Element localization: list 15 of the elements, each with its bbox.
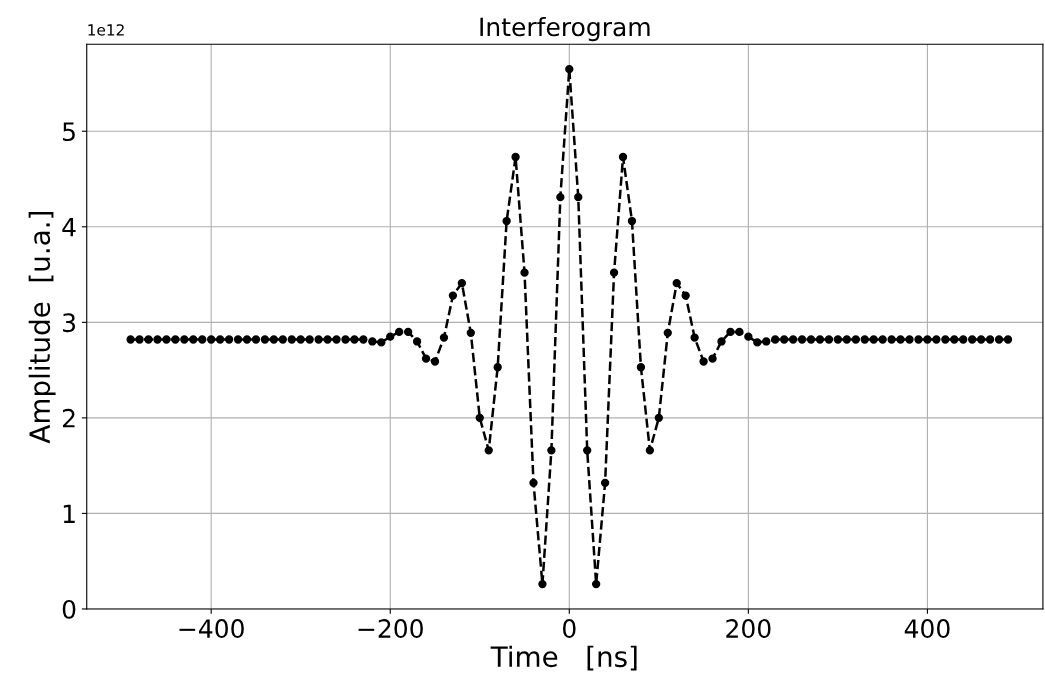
- y-tick-label: 0: [62, 599, 76, 619]
- x-axis-title: Time [ns]: [490, 645, 637, 671]
- y-tick-label: 1: [63, 504, 75, 523]
- x-tick-label: 200: [726, 619, 771, 639]
- x-tick-label: −200: [358, 619, 423, 639]
- y-axis-title: Amplitude [u.a.]: [28, 212, 56, 444]
- y-tick-label: 4: [62, 218, 76, 237]
- x-tick-label: −400: [179, 619, 244, 639]
- x-tick-label: 400: [904, 619, 950, 639]
- y-tick-label: 3: [63, 313, 76, 333]
- y-tick-label: 5: [63, 122, 75, 142]
- chart-title: Interferogram: [480, 16, 650, 42]
- y-tick-label: 2: [62, 408, 75, 428]
- x-tick-label: 0: [562, 619, 576, 639]
- text: 1e12: [88, 24, 124, 36]
